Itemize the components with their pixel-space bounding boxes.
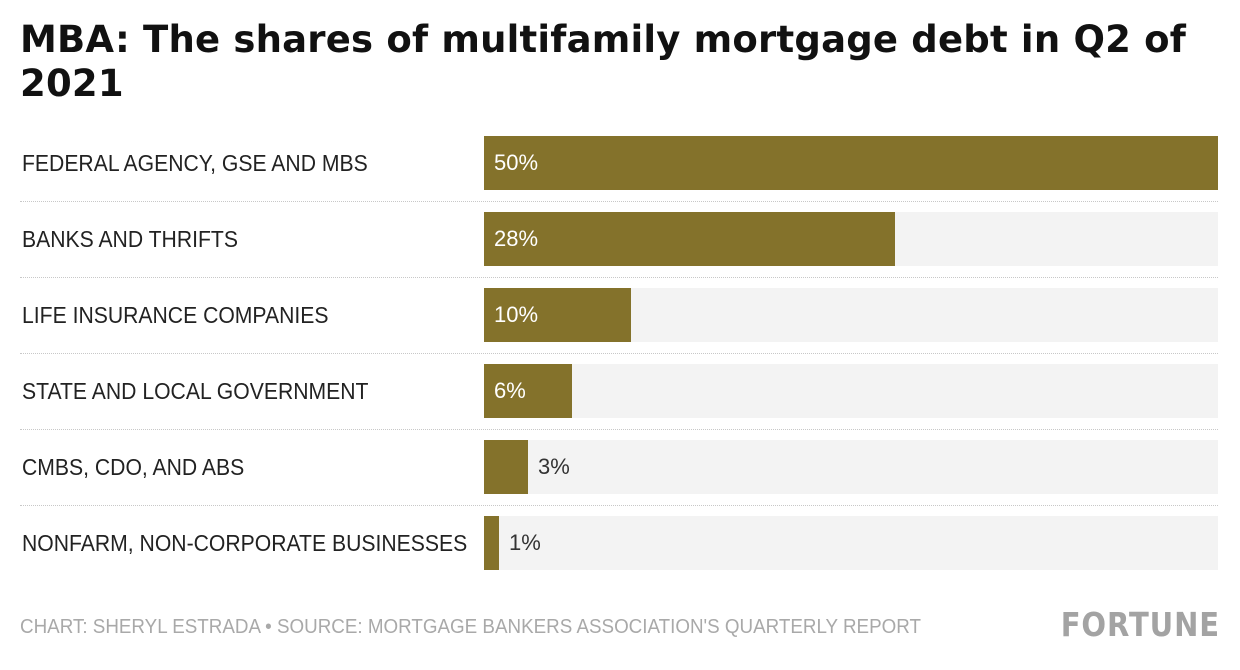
value-label: 10% [494,302,539,327]
category-label: FEDERAL AGENCY, GSE AND MBS [22,150,368,176]
bar-row: LIFE INSURANCE COMPANIES 10% [20,288,1218,342]
chart-title: MBA: The shares of multifamily mortgage … [20,18,1187,105]
bar-track: 50% [484,136,1218,190]
row-separator [20,429,1218,430]
bar [484,288,631,342]
row-separator [20,277,1218,278]
bar-track: 3% [484,440,1218,494]
value-label: 6% [494,378,526,403]
bar-track: 6% [484,364,1218,418]
bar-row: BANKS AND THRIFTS 28% [20,212,1218,266]
value-label: 1% [509,530,541,555]
bar-row: NONFARM, NON-CORPORATE BUSINESSES 1% [20,516,1218,570]
category-label: CMBS, CDO, AND ABS [22,454,245,480]
bar-row: CMBS, CDO, AND ABS 3% [20,440,1218,494]
bar-track: 10% [484,288,1218,342]
bar [484,440,528,494]
category-label: NONFARM, NON-CORPORATE BUSINESSES [22,530,468,556]
bar-track: 1% [484,516,1218,570]
row-separator [20,353,1218,354]
bar [484,136,1218,190]
fortune-logo: FORTUNE [1060,605,1220,644]
bar [484,212,895,266]
category-label: LIFE INSURANCE COMPANIES [22,302,329,328]
row-separator [20,201,1218,202]
bar-row: STATE AND LOCAL GOVERNMENT 6% [20,364,1218,418]
chart-credit: CHART: SHERYL ESTRADA • SOURCE: MORTGAGE… [20,616,921,638]
value-label: 28% [494,226,539,251]
bar [484,364,572,418]
bar-track: 28% [484,212,1218,266]
category-label: STATE AND LOCAL GOVERNMENT [22,378,369,404]
bar [484,516,499,570]
value-label: 3% [538,454,570,479]
category-label: BANKS AND THRIFTS [22,226,238,252]
bar-row: FEDERAL AGENCY, GSE AND MBS 50% [20,136,1218,190]
value-label: 50% [494,150,539,175]
row-separator [20,505,1218,506]
